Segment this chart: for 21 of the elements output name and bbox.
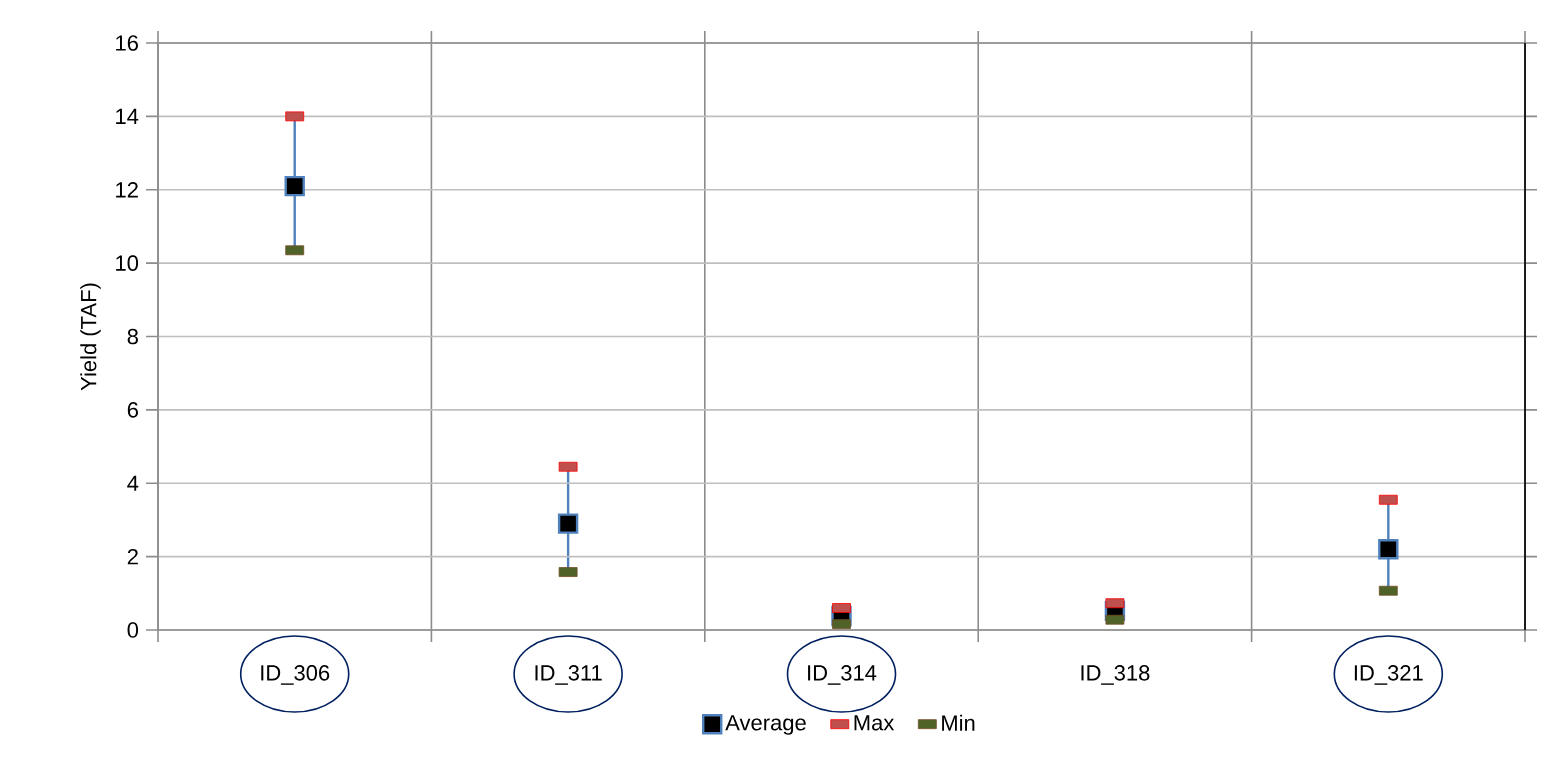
legend-label: Max bbox=[854, 715, 895, 731]
legend-label: Average bbox=[725, 715, 806, 735]
x-tick-label: ID_306 bbox=[261, 665, 330, 685]
x-tick-label: ID_311 bbox=[535, 665, 602, 685]
y-tick-label: 16 bbox=[116, 35, 138, 51]
y-tick-label: 8 bbox=[127, 328, 138, 345]
x-tick-label: ID_314 bbox=[808, 665, 877, 685]
point bbox=[284, 175, 305, 197]
y-tick-label: 4 bbox=[127, 475, 139, 491]
point bbox=[557, 513, 579, 534]
y-axis-title: Yield (TAF) bbox=[80, 283, 101, 391]
y-tick-label: 10 bbox=[116, 255, 139, 271]
y-tick-label: 0 bbox=[127, 622, 139, 638]
x-tick-label: ID_321 bbox=[1354, 665, 1423, 685]
y-tick-label: 2 bbox=[127, 548, 138, 565]
x-tick-label: ID_318 bbox=[1081, 665, 1150, 685]
point bbox=[1378, 539, 1399, 560]
y-tick-label: 6 bbox=[127, 402, 138, 418]
y-tick-label: 12 bbox=[116, 182, 138, 198]
legend-label: Min bbox=[942, 714, 975, 731]
y-tick-label: 14 bbox=[116, 108, 139, 124]
